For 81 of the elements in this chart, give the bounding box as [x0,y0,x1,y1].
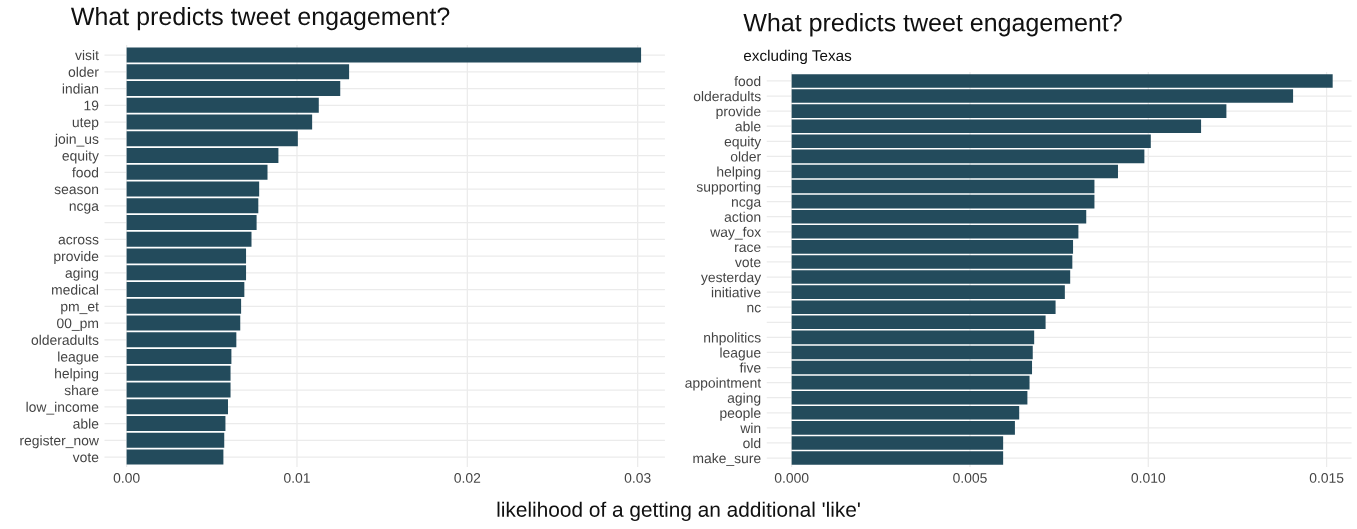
y-tick-label: ncga [731,199,762,210]
bar [126,80,341,97]
y-tick-label: provide [54,251,99,264]
y-tick-label: vote [72,453,99,463]
bar [126,298,242,314]
y-tick-label: race [735,244,761,253]
bar [126,147,279,164]
y-tick-label: ncga [69,203,99,214]
bar [791,345,1033,360]
y-tick-label: register_now [20,435,99,449]
bar [791,179,1095,194]
chart-title: What predicts tweet engagement? [743,13,1122,37]
y-tick-label: olderadults [693,91,761,102]
x-tick-label: 0.005 [953,473,987,483]
x-tick-label: 0.00 [113,473,140,483]
y-tick-label: food [734,75,761,87]
y-tick-label: people [720,407,761,421]
y-tick-label: season [54,186,99,195]
x-tick-label: 0.000 [774,473,809,483]
y-tick-label: food [72,167,99,178]
y-tick-label: five [739,362,761,373]
bar [791,149,1145,164]
x-tick-label: 0.010 [1131,473,1166,483]
x-tick-label: 0.01 [284,473,310,483]
chart-title: What predicts tweet engagement? [70,6,450,31]
x-tick-label: 0.02 [454,473,481,483]
bar [791,360,1033,375]
y-tick-label: olderadults [31,334,99,345]
x-tick-label: 0.015 [1309,473,1344,483]
y-tick-label: older [730,151,761,162]
y-tick-label: across [58,236,99,245]
y-tick-label: older [68,66,99,77]
bar [791,164,1118,179]
bar [126,416,226,432]
y-tick-label: win [740,422,761,433]
chart-subtitle: excluding Texas [743,49,852,65]
y-tick-label: indian [62,83,99,94]
y-tick-label: yesterday [700,272,762,285]
bar [126,349,232,365]
y-tick-label: able [735,121,761,132]
y-tick-label: pm_et [61,302,99,315]
y-tick-label: league [58,351,99,365]
y-tick-label: able [73,418,99,429]
bar [791,315,1046,330]
y-tick-label: old [743,437,761,449]
bar [791,330,1035,345]
y-tick-label: action [724,211,761,222]
y-tick-label: initiative [711,287,761,298]
y-tick-label: utep [72,118,99,130]
y-tick-label: make_sure [693,453,761,466]
bar [791,375,1030,390]
y-tick-label: medical [52,284,99,295]
x-tick-label: 0.03 [624,473,651,483]
bar [126,432,225,448]
y-tick-label: equity [724,136,762,150]
y-tick-label: provide [716,106,761,120]
y-tick-label: equity [62,150,99,164]
y-tick-label: visit [75,49,99,61]
y-tick-label: nc [747,304,761,313]
y-tick-label: nhpolitics [704,332,761,346]
bar [126,449,224,465]
bar [791,134,1151,149]
y-tick-label: 00_pm [57,318,99,331]
y-tick-label: aging [727,392,761,406]
y-tick-label: vote [734,258,761,268]
y-tick-label: league [720,347,761,361]
y-tick-label: low_income [26,401,99,415]
bar [126,214,257,231]
bar [126,282,245,298]
y-tick-label: share [64,385,99,396]
y-tick-label: join_us [54,133,99,147]
y-tick-label: way_fox [710,226,761,240]
y-tick-label: appointment [685,377,762,391]
y-tick-label: aging [65,267,99,281]
y-tick-label: supporting [696,181,761,195]
y-tick-label: helping [717,166,761,180]
bar [791,194,1095,209]
x-axis-title: likelihood of a getting an additional 'like' [497,501,860,522]
y-tick-label: 19 [84,100,99,111]
bar [126,365,231,381]
y-tick-label: helping [55,368,99,382]
